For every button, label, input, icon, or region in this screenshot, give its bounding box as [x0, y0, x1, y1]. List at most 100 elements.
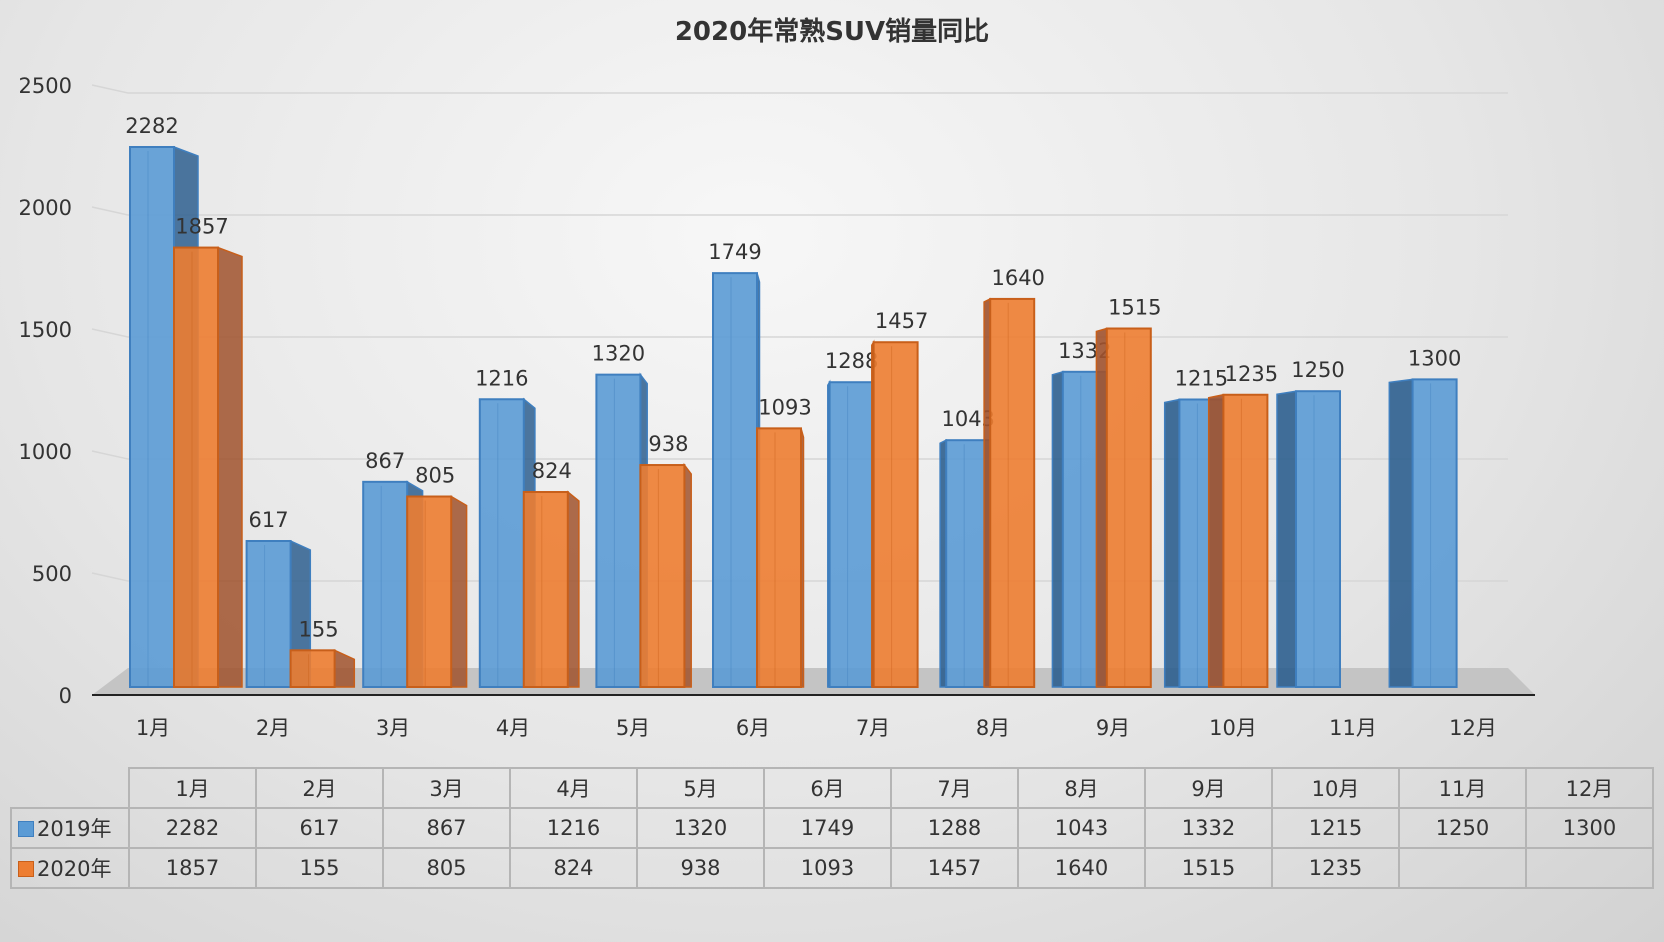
data-label: 938 — [648, 432, 688, 456]
table-header-cell: 4月 — [509, 767, 638, 809]
data-label: 1300 — [1408, 346, 1461, 370]
gridline — [91, 84, 1508, 94]
table-cell: 1215 — [1271, 807, 1400, 849]
data-label: 1215 — [1175, 366, 1228, 390]
table-cell: 1235 — [1271, 847, 1400, 889]
data-table: 1月 2月 3月 4月 5月 6月 7月 8月 9月 10月 11月 12月 2019年 2282 617 8… — [10, 767, 1654, 889]
table-cell: 1288 — [890, 807, 1019, 849]
table-header-cell: 6月 — [763, 767, 892, 809]
legend-label: 2020年 — [37, 857, 112, 881]
table-cell: 1749 — [763, 807, 892, 849]
table-header-cell: 5月 — [636, 767, 765, 809]
x-tick-label: 8月 — [976, 716, 1010, 740]
table-cell: 1250 — [1398, 807, 1527, 849]
table-cell: 1457 — [890, 847, 1019, 889]
data-label: 1093 — [758, 395, 811, 419]
gridline — [91, 572, 1508, 582]
data-label: 1216 — [475, 366, 528, 390]
x-tick-label: 11月 — [1329, 716, 1377, 740]
x-tick-label: 7月 — [856, 716, 890, 740]
data-label: 1235 — [1225, 362, 1278, 386]
table-cell: 1332 — [1144, 807, 1273, 849]
table-cell: 1043 — [1017, 807, 1146, 849]
data-label: 1457 — [875, 309, 928, 333]
table-cell: 938 — [636, 847, 765, 889]
table-header-cell: 11月 — [1398, 767, 1527, 809]
data-label: 1515 — [1108, 295, 1161, 319]
x-tick-label: 3月 — [376, 716, 410, 740]
data-label: 155 — [299, 617, 339, 641]
data-label: 2282 — [125, 114, 178, 138]
table-header-cell: 7月 — [890, 767, 1019, 809]
table-header-cell: 12月 — [1525, 767, 1654, 809]
table-cell: 155 — [255, 847, 384, 889]
data-label: 1288 — [825, 349, 878, 373]
data-label: 867 — [365, 449, 405, 473]
y-tick-label: 1000 — [19, 440, 72, 464]
table-cell: 2282 — [128, 807, 257, 849]
gridline — [91, 328, 1508, 338]
table-cell: 1857 — [128, 847, 257, 889]
x-tick-label: 5月 — [616, 716, 650, 740]
legend-swatch — [18, 821, 34, 837]
gridline — [91, 206, 1508, 216]
x-tick-label: 9月 — [1096, 716, 1130, 740]
bar-2019-5 — [595, 372, 648, 688]
bar-2019-12 — [1388, 378, 1458, 688]
bar-2020-2 — [289, 649, 356, 689]
x-tick-label: 1月 — [136, 716, 170, 740]
table-cell: 805 — [382, 847, 511, 889]
table-header-cell: 8月 — [1017, 767, 1146, 809]
x-tick-label: 6月 — [736, 716, 770, 740]
data-label: 1749 — [708, 240, 761, 264]
legend-swatch — [18, 861, 34, 877]
table-cell: 1216 — [509, 807, 638, 849]
bar-2020-8 — [983, 297, 1036, 688]
data-label: 617 — [249, 508, 289, 532]
table-cell: 1093 — [763, 847, 892, 889]
table-cell: 824 — [509, 847, 638, 889]
x-tick-label: 12月 — [1449, 716, 1497, 740]
bar-2020-5 — [639, 462, 692, 688]
table-header-cell: 2月 — [255, 767, 384, 809]
gridline — [91, 450, 1508, 460]
table-cell — [1525, 847, 1654, 889]
table-header-cell: 10月 — [1271, 767, 1400, 809]
y-tick-label: 500 — [32, 562, 72, 586]
data-label: 824 — [532, 459, 572, 483]
y-tick-label: 2000 — [19, 196, 72, 220]
table-cell: 1640 — [1017, 847, 1146, 889]
chart-title: 2020年常熟SUV销量同比 — [675, 16, 989, 47]
bar-2019-7 — [827, 379, 875, 688]
y-tick-label: 1500 — [19, 318, 72, 342]
data-label: 1640 — [991, 266, 1044, 290]
bar-2020-3 — [406, 495, 468, 689]
y-tick-label: 0 — [59, 684, 72, 708]
table-cell: 1515 — [1144, 847, 1273, 889]
data-label: 1320 — [592, 342, 645, 366]
table-cell: 1320 — [636, 807, 765, 849]
bar-2020-7 — [871, 339, 919, 688]
table-row: 2019年 2282 617 867 1216 1320 1749 1288 1043 1332 1… — [10, 807, 1654, 849]
y-tick-label: 2500 — [19, 74, 72, 98]
data-label: 1250 — [1291, 358, 1344, 382]
table-cell: 617 — [255, 807, 384, 849]
legend-label: 2019年 — [37, 817, 112, 841]
x-tick-label: 10月 — [1209, 716, 1257, 740]
bar-2019-11 — [1276, 390, 1341, 688]
x-tick-label: 4月 — [496, 716, 530, 740]
table-cell: 867 — [382, 807, 511, 849]
bar-2020-9 — [1095, 327, 1152, 688]
table-row: 2020年 1857 155 805 824 938 1093 1457 1640 1515 123… — [10, 847, 1654, 889]
table-cell: 1300 — [1525, 807, 1654, 849]
bar-2020-6 — [756, 427, 805, 688]
table-cell — [1398, 847, 1527, 889]
table-header-cell: 9月 — [1144, 767, 1273, 809]
x-tick-label: 2月 — [256, 716, 290, 740]
bar-2020-4 — [522, 490, 580, 688]
data-label: 1857 — [175, 215, 228, 239]
bar-2019-8 — [939, 438, 992, 688]
table-header-cell: 3月 — [382, 767, 511, 809]
data-label: 805 — [415, 464, 455, 488]
